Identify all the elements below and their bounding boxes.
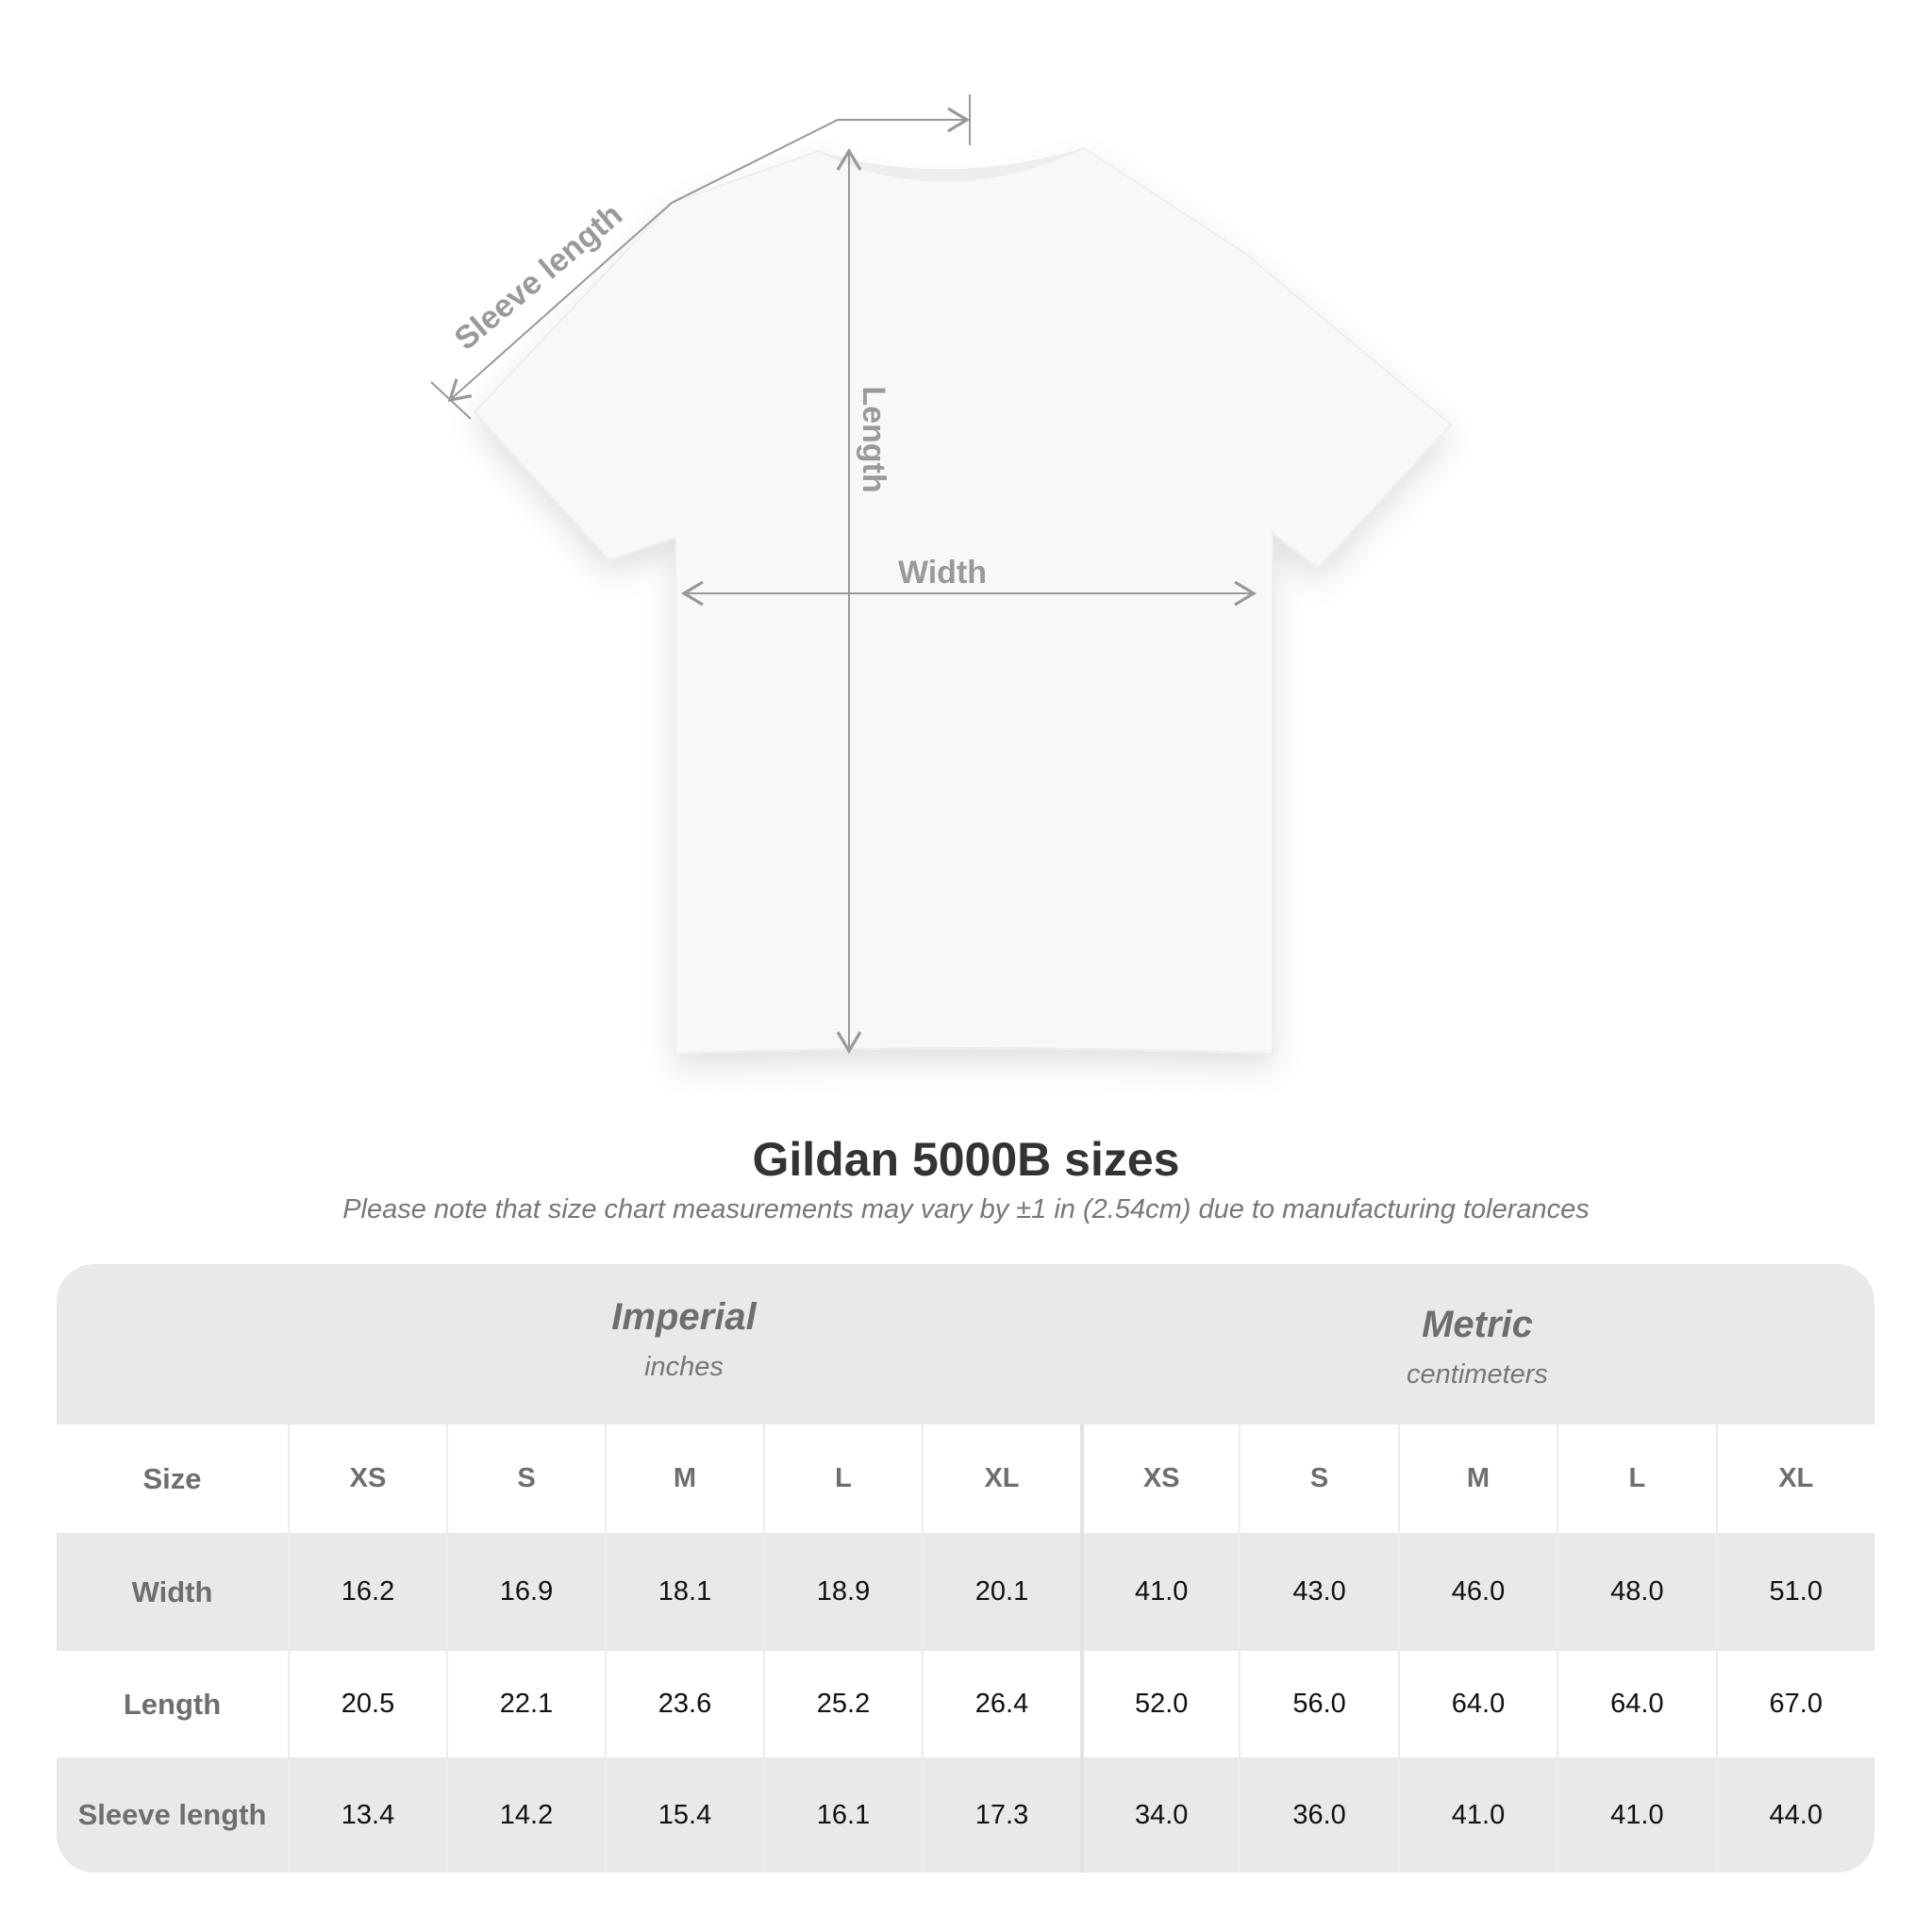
row-label: Width	[131, 1574, 213, 1608]
group-name: Imperial	[611, 1296, 757, 1338]
size-header-cell: S	[1239, 1424, 1397, 1533]
table-cell: 20.1	[922, 1533, 1080, 1651]
size-table: Imperial inches Metric centimeters Size XS S…	[57, 1264, 1874, 1873]
size-header-cell: M	[1397, 1424, 1557, 1533]
table-cell: 41.0	[1080, 1533, 1239, 1651]
size-header-row: Size XS S M L XL XS S M L XL	[57, 1424, 1874, 1533]
table-cell: 41.0	[1397, 1757, 1557, 1873]
table-row: Length 20.5 22.1 23.6 25.2 26.4 52.0 56.0 64.0 64…	[57, 1651, 1874, 1757]
table-cell: 22.1	[446, 1651, 605, 1757]
table-header: Imperial inches Metric centimeters	[57, 1264, 1874, 1424]
metric-group: Metric centimeters	[1080, 1304, 1874, 1391]
table-cell: 46.0	[1397, 1533, 1557, 1651]
size-header-cell: S	[446, 1424, 605, 1533]
tolerance-note: Please note that size chart measurements…	[342, 1194, 1590, 1224]
size-header-cell: XS	[288, 1424, 446, 1533]
table-row: Sleeve length 13.4 14.2 15.4 16.1 17.3 34.0 36.…	[57, 1757, 1874, 1873]
group-unit: centimeters	[1407, 1359, 1548, 1390]
table-cell: 64.0	[1397, 1651, 1557, 1757]
row-label: Sleeve length	[77, 1798, 267, 1831]
table-cell: 20.5	[288, 1651, 446, 1757]
width-label: Width	[898, 555, 987, 591]
table-cell: 67.0	[1715, 1651, 1874, 1757]
table-cell: 48.0	[1557, 1533, 1715, 1651]
table-cell: 26.4	[922, 1651, 1080, 1757]
table-cell: 16.9	[446, 1533, 605, 1651]
group-name: Metric	[1422, 1304, 1533, 1345]
table-cell: 16.1	[763, 1757, 922, 1873]
table-cell: 17.3	[922, 1757, 1080, 1873]
table-cell: 34.0	[1080, 1757, 1239, 1873]
size-header-cell: XL	[922, 1424, 1080, 1533]
row-label: Size	[142, 1461, 202, 1495]
table-row: Width 16.2 16.9 18.1 18.9 20.1 41.0 43.0 46.0 48.…	[57, 1533, 1874, 1651]
table-cell: 15.4	[605, 1757, 763, 1873]
table-cell: 18.9	[763, 1533, 922, 1651]
size-header-cell: L	[1557, 1424, 1715, 1533]
table-cell: 16.2	[288, 1533, 446, 1651]
size-header-cell: M	[605, 1424, 763, 1533]
row-label: Length	[123, 1687, 222, 1721]
table-cell: 36.0	[1239, 1757, 1397, 1873]
table-cell: 41.0	[1557, 1757, 1715, 1873]
length-label: Length	[856, 386, 891, 492]
table-cell: 25.2	[763, 1651, 922, 1757]
table-cell: 14.2	[446, 1757, 605, 1873]
size-header-cell: XL	[1715, 1424, 1874, 1533]
table-cell: 51.0	[1715, 1533, 1874, 1651]
group-unit: inches	[644, 1352, 724, 1382]
imperial-group: Imperial inches	[288, 1296, 1080, 1383]
tshirt-shape	[473, 146, 1453, 1056]
tshirt-diagram: Sleeve length Length Width	[430, 94, 1453, 1056]
table-cell: 13.4	[288, 1757, 446, 1873]
table-cell: 52.0	[1080, 1651, 1239, 1757]
size-header-cell: XS	[1080, 1424, 1239, 1533]
table-cell: 44.0	[1715, 1757, 1874, 1873]
page-title: Gildan 5000B sizes	[752, 1133, 1180, 1186]
table-cell: 43.0	[1239, 1533, 1397, 1651]
size-header-cell: L	[763, 1424, 922, 1533]
table-cell: 56.0	[1239, 1651, 1397, 1757]
table-cell: 64.0	[1557, 1651, 1715, 1757]
sleeve-arrow	[447, 107, 971, 403]
table-cell: 23.6	[605, 1651, 763, 1757]
table-cell: 18.1	[605, 1533, 763, 1651]
